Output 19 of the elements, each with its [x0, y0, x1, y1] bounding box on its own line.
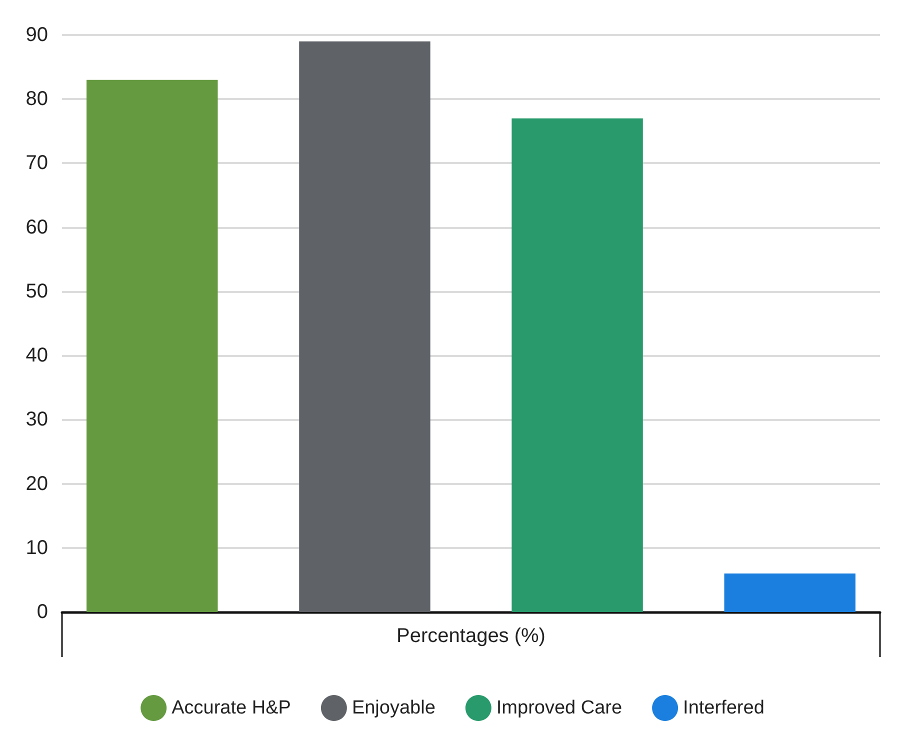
- y-tick-label: 60: [26, 216, 48, 238]
- y-tick-label: 10: [26, 536, 48, 559]
- bar: [299, 41, 430, 612]
- y-tick-label: 50: [26, 280, 48, 302]
- y-tick-label: 90: [26, 24, 48, 46]
- legend-label: Enjoyable: [352, 698, 436, 718]
- legend-label: Accurate H&P: [172, 698, 291, 718]
- y-tick-label: 70: [26, 152, 48, 174]
- bar: [512, 118, 643, 612]
- bar: [86, 80, 218, 612]
- y-tick-label: 20: [26, 472, 48, 495]
- x-tick-label: Percentages (%): [396, 625, 546, 647]
- y-tick-label: 40: [26, 344, 48, 367]
- y-tick-label: 80: [26, 88, 48, 110]
- legend-label: Improved Care: [496, 698, 622, 718]
- y-tick-label: 0: [36, 601, 48, 623]
- y-tick-label: 30: [26, 408, 48, 431]
- bar: [724, 574, 856, 612]
- legend-label: Interfered: [683, 698, 764, 718]
